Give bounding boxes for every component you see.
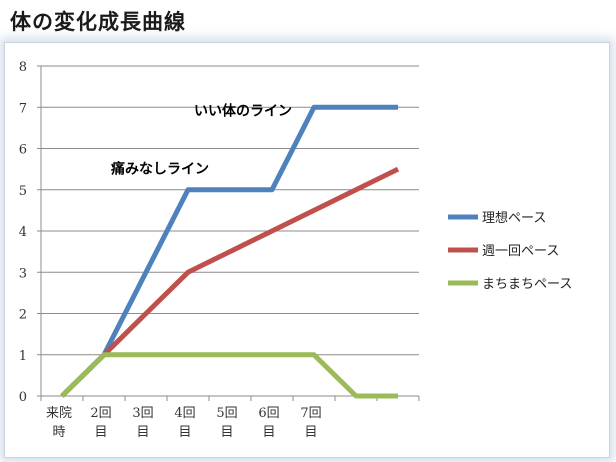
x-tick-label: 4回 (174, 406, 195, 421)
x-tick-label: 2回 (90, 406, 111, 421)
y-tick-labels: 0 1 2 3 4 5 6 7 8 (19, 60, 27, 405)
x-tick-label: 目 (178, 425, 191, 440)
x-tick-label: 7回 (300, 406, 321, 421)
x-tick-label: 目 (94, 425, 107, 440)
page-title: 体の変化成長曲線 (10, 10, 186, 34)
legend-label: 理想ペース (482, 210, 546, 226)
y-tick-label: 7 (19, 101, 27, 116)
annotation-label: いい体のライン (194, 102, 292, 119)
x-tick-label: 目 (220, 425, 233, 440)
y-tick-label: 3 (19, 266, 27, 281)
x-tick-labels: 来院時 2回目 3回目 4回目 5回目 6回目 7回目 (46, 406, 322, 440)
annotation-label: 痛みなしライン (110, 160, 209, 177)
series-lines (60, 104, 400, 399)
chart-frame: 0 1 2 3 4 5 6 7 8 来院時 2回目 3回目 4回目 5回目 6回目 7回目 いい体のライン痛… (4, 42, 610, 458)
x-tick-label: 6回 (258, 406, 279, 421)
series-line-3 (60, 352, 398, 399)
line-chart: 0 1 2 3 4 5 6 7 8 来院時 2回目 3回目 4回目 5回目 6回目 7回目 いい体のライン痛… (19, 60, 573, 440)
x-tick-label: 目 (304, 425, 317, 440)
y-tick-label: 2 (19, 308, 27, 323)
x-tick-label: 5回 (216, 406, 237, 421)
y-tick-label: 1 (19, 349, 27, 364)
series-line-2 (60, 166, 400, 398)
y-tick-label: 8 (19, 60, 27, 75)
series-line-1 (60, 104, 398, 398)
y-tick-label: 5 (19, 184, 27, 199)
legend-label: 週一回ペース (482, 244, 559, 259)
y-tick-label: 4 (19, 225, 27, 240)
y-tick-label: 0 (19, 390, 27, 405)
x-tick-label: 時 (52, 425, 65, 440)
x-tick-label: 3回 (132, 406, 153, 421)
x-tick-label: 目 (262, 425, 275, 440)
legend-label: まちまちペース (482, 277, 572, 292)
x-tick-label: 来院 (46, 406, 72, 421)
x-tick-label: 目 (136, 425, 149, 440)
y-tick-label: 6 (19, 143, 27, 158)
